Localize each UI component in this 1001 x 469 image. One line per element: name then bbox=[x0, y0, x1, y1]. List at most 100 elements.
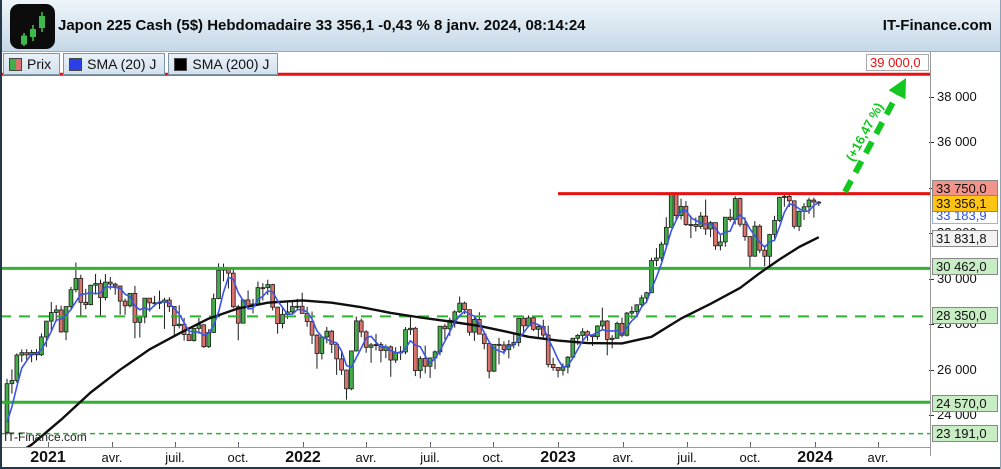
candle-up bbox=[609, 337, 615, 340]
candle-down bbox=[521, 317, 526, 327]
candle-up bbox=[319, 336, 325, 354]
candle-down bbox=[555, 367, 561, 371]
candle-up bbox=[216, 269, 221, 300]
candle-down bbox=[811, 199, 817, 203]
candle-up bbox=[659, 243, 664, 259]
candle-up bbox=[417, 358, 423, 371]
y-tick-mark bbox=[929, 187, 934, 189]
candle-up bbox=[373, 344, 379, 347]
candle-down bbox=[117, 285, 123, 302]
candle-down bbox=[462, 302, 467, 311]
candle-down bbox=[501, 344, 507, 350]
candle-up bbox=[191, 327, 197, 341]
candle-down bbox=[329, 330, 335, 345]
candle-down bbox=[304, 312, 310, 322]
y-tick-mark bbox=[929, 278, 934, 280]
candle-up bbox=[68, 289, 74, 307]
x-tick-mark bbox=[175, 442, 176, 447]
candle-down bbox=[727, 216, 733, 220]
candle-up bbox=[368, 344, 374, 348]
y-tick-label: 36 000 bbox=[937, 134, 977, 150]
candle-down bbox=[339, 358, 344, 371]
candle-up bbox=[457, 302, 462, 313]
candle-down bbox=[757, 225, 763, 251]
candle-up bbox=[698, 215, 704, 227]
chart-header: Japon 225 Cash (5$) Hebdomadaire 33 356,… bbox=[0, 0, 1001, 52]
candle-up bbox=[280, 313, 285, 324]
candle-down bbox=[309, 321, 315, 336]
arrow-head bbox=[888, 78, 906, 100]
candle-up bbox=[777, 196, 782, 221]
legend-item-prix[interactable]: Prix bbox=[3, 53, 61, 75]
candle-down bbox=[83, 301, 89, 306]
sma-200-line bbox=[25, 236, 820, 447]
candle-down bbox=[619, 322, 625, 336]
candle-down bbox=[673, 194, 679, 217]
candle-up bbox=[137, 316, 143, 323]
candle-down bbox=[260, 287, 266, 290]
candle-up bbox=[93, 283, 98, 286]
candle-up bbox=[290, 306, 295, 313]
legend-item-label: SMA (200) J bbox=[192, 56, 270, 72]
line-color-swatch-icon bbox=[174, 57, 188, 71]
price-label: 24 570,0 bbox=[932, 395, 998, 412]
candle-up bbox=[668, 194, 674, 228]
x-axis-label: 2024 bbox=[797, 449, 833, 466]
line-color-swatch-icon bbox=[69, 57, 83, 71]
candle-down bbox=[108, 281, 113, 285]
legend-item-sma-20-j[interactable]: SMA (20) J bbox=[63, 53, 166, 75]
price-label: 23 191,0 bbox=[932, 425, 998, 442]
candle-down bbox=[442, 325, 448, 330]
window-left-edge bbox=[0, 0, 2, 469]
price-chart-canvas[interactable]: (+16,47 %) bbox=[0, 52, 930, 447]
candle-up bbox=[349, 350, 354, 390]
candle-up bbox=[723, 216, 728, 243]
watermark: IT-Finance.com bbox=[4, 430, 87, 444]
x-axis-label: avr. bbox=[355, 450, 377, 465]
candle-down bbox=[703, 215, 708, 230]
candle-up bbox=[688, 224, 694, 226]
candle-down bbox=[314, 334, 320, 354]
candle-up bbox=[14, 354, 20, 381]
candle-up bbox=[19, 352, 25, 356]
x-axis-label: oct. bbox=[227, 450, 249, 465]
candle-down bbox=[413, 327, 418, 371]
level-39000-price-label: 39 000,0 bbox=[866, 54, 929, 71]
legend-item-sma-200-j[interactable]: SMA (200) J bbox=[168, 53, 279, 75]
legend-item-label: Prix bbox=[27, 56, 52, 72]
price-label: 30 462,0 bbox=[932, 258, 998, 275]
x-axis-label: 2021 bbox=[30, 449, 66, 466]
candle-up bbox=[408, 327, 413, 331]
candle-down bbox=[467, 309, 472, 333]
candle-down bbox=[747, 236, 753, 257]
candle-up bbox=[4, 383, 10, 433]
price-axis-border bbox=[930, 52, 931, 456]
y-tick-mark bbox=[929, 415, 934, 417]
price-swatch-icon bbox=[9, 57, 22, 71]
candle-up bbox=[393, 352, 398, 361]
brand-logo: IT-Finance.com bbox=[882, 17, 992, 34]
x-tick-mark bbox=[430, 442, 431, 447]
candle-down bbox=[742, 223, 748, 237]
candle-up bbox=[9, 380, 15, 385]
x-tick-mark bbox=[303, 442, 304, 447]
window-bottom-edge bbox=[0, 467, 1001, 469]
y-tick-mark bbox=[929, 233, 934, 235]
candle-up bbox=[324, 330, 330, 338]
x-tick-mark bbox=[493, 442, 494, 447]
candle-up bbox=[103, 281, 108, 298]
candle-up bbox=[53, 309, 59, 313]
legend-bar: Prix SMA (20) J SMA (200) J bbox=[3, 53, 279, 75]
candle-up bbox=[536, 326, 541, 330]
y-tick-mark bbox=[929, 369, 934, 371]
candle-down bbox=[762, 249, 767, 257]
candle-up bbox=[73, 278, 79, 291]
y-tick-mark bbox=[929, 142, 934, 144]
trend-arrow-annotation[interactable]: (+16,47 %) bbox=[842, 78, 906, 194]
x-axis-label: avr. bbox=[101, 450, 123, 465]
time-axis[interactable]: 2021 avr. juil. oct. 2022 avr. juil. oct. 2023 av… bbox=[0, 447, 930, 467]
candle-down bbox=[791, 200, 797, 227]
candle-up bbox=[634, 304, 640, 312]
